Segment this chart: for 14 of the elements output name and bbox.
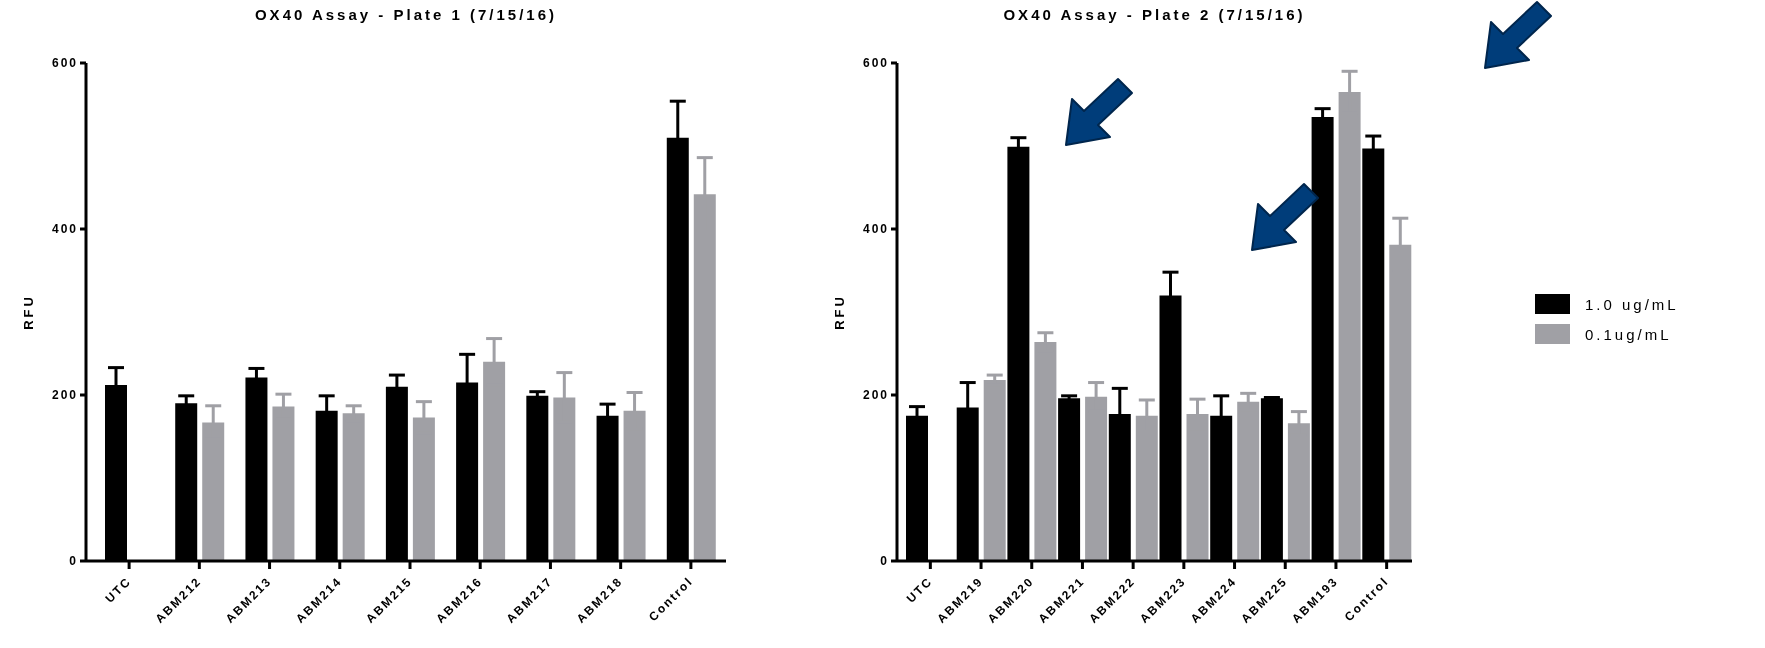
y-axis-title: RFU — [831, 294, 847, 330]
y-tick-label: 400 — [862, 222, 889, 237]
y-tick-label: 200 — [51, 388, 78, 403]
legend-label: 0.1ug/mL — [1585, 325, 1672, 343]
legend-label: 1.0 ug/mL — [1585, 295, 1679, 313]
y-tick-label: 200 — [862, 388, 889, 403]
chart-title: OX40 Assay - Plate 1 (7/15/16) — [253, 6, 559, 23]
y-tick-label: 400 — [51, 222, 78, 237]
y-tick-label: 0 — [69, 554, 78, 569]
y-tick-label: 600 — [51, 56, 78, 71]
chart-title: OX40 Assay - Plate 2 (7/15/16) — [1002, 6, 1307, 23]
y-tick-label: 0 — [880, 554, 889, 569]
y-tick-label: 600 — [862, 56, 889, 71]
y-axis-title: RFU — [20, 294, 36, 330]
